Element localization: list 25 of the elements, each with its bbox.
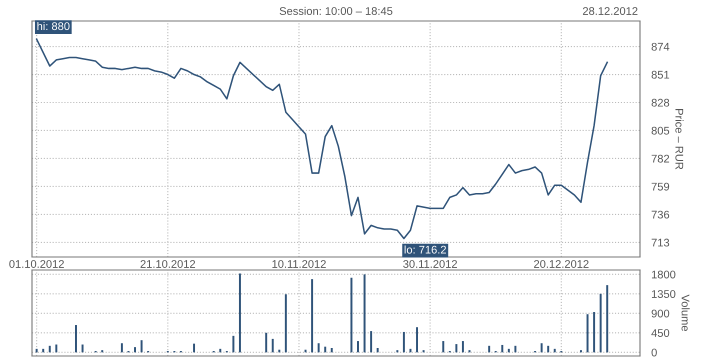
- y-tick-label: 736: [652, 210, 670, 219]
- y-tick-label: 0: [652, 348, 657, 356]
- y-tick-label: 828: [652, 98, 670, 107]
- text: Session: 10:00 – 18:45: [280, 6, 392, 15]
- x-tick-label: 01.10.2012: [9, 260, 64, 268]
- y-tick-label: 713: [652, 238, 670, 247]
- x-tick-label: 30.11.2012: [403, 260, 457, 268]
- y-tick-label: 759: [652, 182, 670, 191]
- y-tick-label: 805: [652, 126, 670, 135]
- annotation: lo: 716.2: [404, 245, 446, 254]
- y-tick-label: 782: [652, 154, 670, 163]
- y-tick-label: 1800: [652, 270, 676, 278]
- y-tick-label: 450: [651, 329, 670, 337]
- y-axis-title: Volume: [682, 294, 690, 332]
- y-tick-label: 874: [652, 42, 670, 51]
- x-tick-label: 10.11.2012: [272, 260, 326, 268]
- y-tick-label: 1350: [652, 290, 676, 298]
- x-tick-label: 20.12.2012: [534, 260, 589, 268]
- text: 28.12.2012: [582, 7, 638, 15]
- x-tick-label: 21.10.2012: [140, 260, 196, 268]
- annotation: hi: 880: [37, 22, 70, 30]
- y-tick-label: 851: [652, 70, 670, 79]
- y-tick-label: 900: [652, 310, 670, 318]
- y-axis-title: Price – RUR: [675, 109, 684, 170]
- line-series: [36, 38, 608, 240]
